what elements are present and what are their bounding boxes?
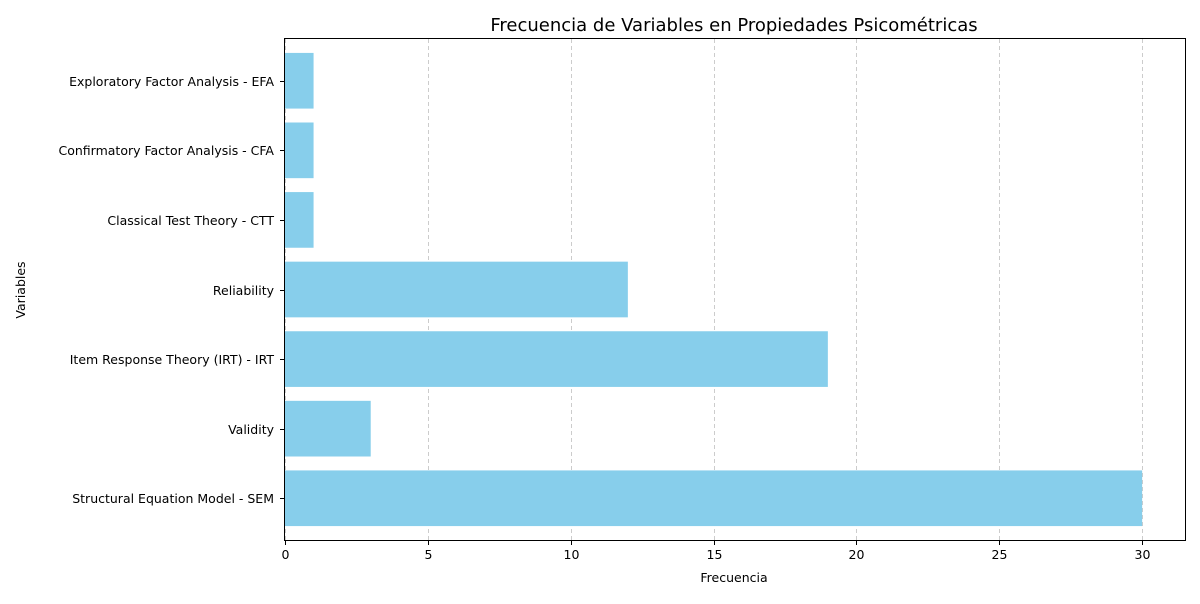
y-tick-label: Structural Equation Model - SEM (72, 491, 274, 506)
bar-1 (285, 470, 1143, 527)
bar-3 (285, 331, 828, 387)
bar-5 (285, 192, 314, 248)
y-tick-label: Reliability (213, 283, 275, 298)
x-tick-label: 25 (992, 547, 1008, 562)
bar-4 (285, 261, 628, 318)
x-tick-label: 5 (425, 547, 433, 562)
chart-title: Frecuencia de Variables en Propiedades P… (490, 15, 977, 36)
x-tick-label: 10 (564, 547, 580, 562)
x-tick-label: 20 (849, 547, 865, 562)
y-tick-label: Exploratory Factor Analysis - EFA (69, 74, 274, 89)
bar-2 (285, 400, 371, 457)
y-tick-label: Confirmatory Factor Analysis - CFA (58, 143, 274, 158)
y-tick-label: Classical Test Theory - CTT (107, 213, 274, 228)
x-tick-label: 0 (282, 547, 290, 562)
plot-frame (284, 38, 1186, 541)
bar-6 (285, 122, 314, 179)
bars (285, 52, 1143, 527)
y-tick-label: Item Response Theory (IRT) - IRT (70, 352, 275, 367)
y-axis-ticks: Structural Equation Model - SEM Validity I… (58, 74, 285, 506)
x-axis-label: Frecuencia (700, 570, 767, 585)
x-tick-label: 30 (1135, 547, 1151, 562)
x-axis-ticks: 0 5 10 15 20 25 30 (282, 540, 1151, 562)
y-tick-label: Validity (228, 422, 274, 437)
bar-7 (285, 52, 314, 109)
x-tick-label: 15 (707, 547, 723, 562)
y-axis-label: Variables (13, 261, 28, 318)
